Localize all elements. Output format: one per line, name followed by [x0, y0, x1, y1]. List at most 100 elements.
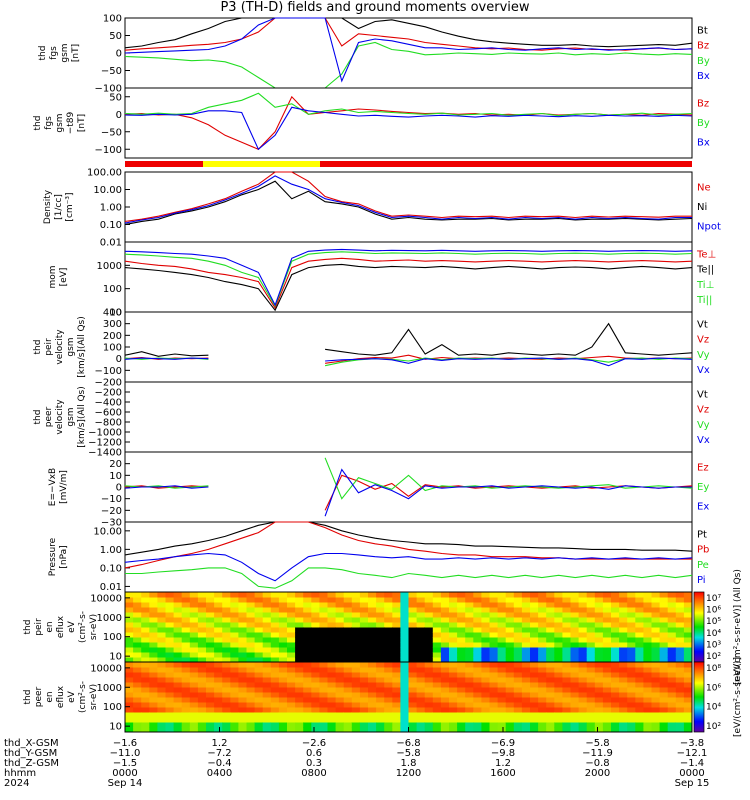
heatmap-cell — [570, 612, 580, 618]
heatmap-cell — [619, 637, 628, 643]
heatmap-cell — [343, 712, 353, 718]
heatmap-cell — [149, 722, 158, 728]
heatmap-cell — [181, 637, 191, 643]
heatmap-cell — [351, 632, 361, 638]
heatmap-cell — [278, 627, 288, 633]
heatmap-cell — [141, 607, 150, 613]
heatmap-cell — [554, 727, 563, 733]
heatmap-cell — [238, 672, 247, 678]
heatmap-cell — [335, 642, 345, 648]
heatmap-cell — [165, 657, 175, 663]
heatmap-cell — [319, 727, 328, 733]
y-tick-label: 10 — [109, 652, 122, 663]
heatmap-cell — [197, 627, 207, 633]
heatmap-cell — [586, 592, 596, 598]
heatmap-cell — [197, 662, 207, 668]
y-axis-label: [km/s](All Qs) — [77, 316, 87, 378]
heatmap-cell — [602, 662, 612, 668]
heatmap-cell — [627, 677, 636, 683]
x-tick-label: −12.1 — [677, 748, 708, 759]
heatmap-cell — [157, 682, 166, 688]
heatmap-cell — [351, 592, 361, 598]
heatmap-cell — [635, 697, 644, 703]
heatmap-cell — [432, 602, 442, 608]
heatmap-cell — [319, 702, 328, 708]
heatmap-cell — [562, 657, 571, 663]
heatmap-cell — [667, 597, 677, 603]
heatmap-cell — [278, 647, 288, 653]
x-tick-label: −0.8 — [585, 758, 609, 769]
heatmap-cell — [270, 592, 280, 598]
heatmap-cell — [141, 642, 150, 648]
heatmap-cell — [586, 647, 596, 653]
heatmap-cell — [254, 672, 264, 678]
heatmap-cell — [627, 727, 636, 733]
heatmap-cell — [505, 707, 515, 713]
heatmap-cell — [586, 717, 596, 723]
heatmap-cell — [562, 722, 571, 728]
heatmap-cell — [594, 612, 604, 618]
heatmap-cell — [570, 607, 580, 613]
heatmap-cell — [351, 727, 361, 733]
heatmap-cell — [643, 652, 652, 658]
y-axis-label: [km/s](All Qs) — [77, 386, 87, 448]
heatmap-cell — [473, 677, 482, 683]
y-tick-label: −100 — [95, 84, 122, 95]
heatmap-cell — [440, 717, 450, 723]
heatmap-cell — [270, 597, 280, 603]
heatmap-cell — [303, 722, 312, 728]
series-line — [124, 257, 693, 310]
heatmap-cell — [449, 627, 458, 633]
heatmap-cell — [368, 647, 377, 653]
heatmap-cell — [214, 617, 223, 623]
series-line — [124, 457, 693, 500]
heatmap-cell — [319, 627, 328, 633]
heatmap-cell — [659, 687, 669, 693]
legend-pt: Pt — [697, 529, 707, 540]
heatmap-cell — [627, 647, 636, 653]
heatmap-cell — [230, 632, 239, 638]
heatmap-cell — [206, 607, 215, 613]
heatmap-cell — [359, 632, 369, 638]
heatmap-cell — [270, 672, 280, 678]
y-axis-label: peer — [44, 406, 54, 427]
legend-ne: Ne — [697, 183, 711, 194]
heatmap-cell — [432, 617, 442, 623]
heatmap-cell — [594, 712, 604, 718]
y-axis-label: velocity — [55, 329, 65, 365]
heatmap-cell — [521, 652, 531, 658]
heatmap-cell — [335, 672, 345, 678]
heatmap-cell — [408, 607, 418, 613]
heatmap-cell — [554, 692, 563, 698]
heatmap-cell — [222, 712, 231, 718]
series-line — [124, 175, 692, 224]
heatmap-cell — [214, 627, 223, 633]
heatmap-cell — [278, 677, 288, 683]
heatmap-cell — [197, 612, 207, 618]
heatmap-cell — [181, 722, 191, 728]
heatmap-cell — [125, 642, 134, 648]
heatmap-cell — [376, 592, 385, 598]
heatmap-cell — [335, 632, 345, 638]
heatmap-cell — [497, 637, 507, 643]
heatmap-cell — [538, 722, 547, 728]
y-tick-label: 100 — [103, 284, 122, 295]
heatmap-cell — [157, 722, 166, 728]
heatmap-cell — [675, 707, 685, 713]
heatmap-cell — [683, 652, 693, 658]
heatmap-cell — [627, 657, 636, 663]
heatmap-cell — [408, 702, 418, 708]
heatmap-cell — [303, 697, 312, 703]
heatmap-cell — [611, 597, 620, 603]
heatmap-cell — [189, 602, 199, 608]
heatmap-cell — [303, 592, 312, 598]
heatmap-cell — [278, 717, 288, 723]
heatmap-cell — [578, 722, 588, 728]
heatmap-cell — [521, 647, 531, 653]
heatmap-cell — [214, 727, 223, 733]
heatmap-cell — [611, 697, 620, 703]
series-line — [124, 263, 693, 312]
heatmap-cell — [214, 697, 223, 703]
heatmap-cell — [287, 682, 296, 688]
heatmap-cell — [141, 712, 150, 718]
